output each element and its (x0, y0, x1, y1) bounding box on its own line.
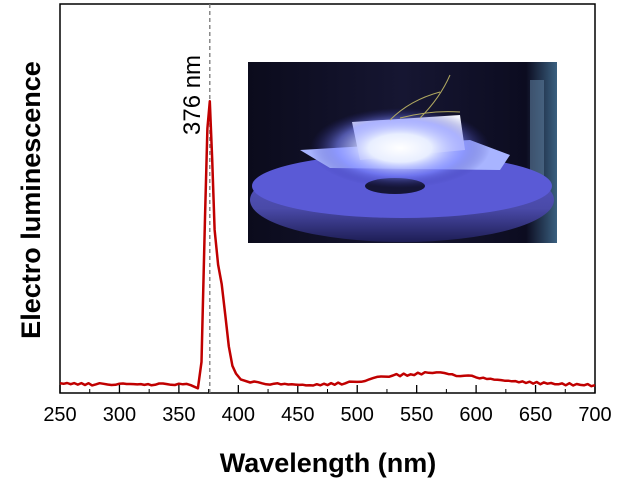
y-axis-title: Electro luminescence (16, 61, 46, 339)
x-tick-label: 500 (341, 404, 374, 426)
x-tick-label: 700 (578, 404, 611, 426)
x-tick-label: 400 (222, 404, 255, 426)
x-axis-title: Wavelength (nm) (220, 448, 437, 478)
inset-photo (248, 62, 557, 243)
x-tick-label: 250 (43, 404, 76, 426)
peak-annotation: 376 nm (179, 55, 206, 135)
x-tick-label: 550 (400, 404, 433, 426)
x-tick-label: 350 (162, 404, 195, 426)
x-tick-label: 450 (281, 404, 314, 426)
series-line (59, 100, 596, 390)
x-tick-label: 600 (459, 404, 492, 426)
x-tick-label: 650 (519, 404, 552, 426)
x-tick-label: 300 (103, 404, 136, 426)
